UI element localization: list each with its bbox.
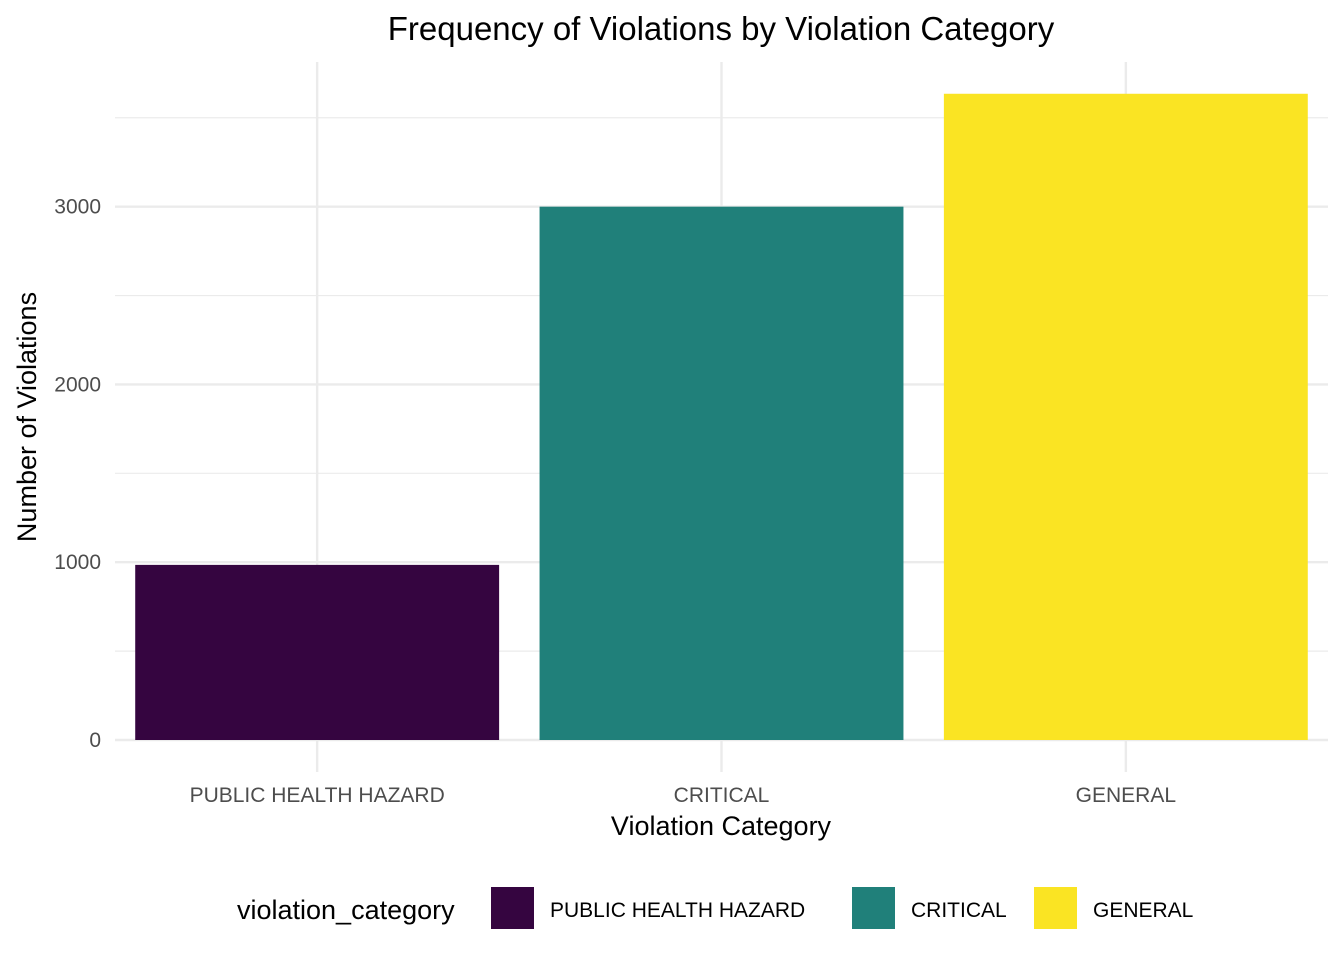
bar <box>539 206 904 740</box>
y-tick-label: 0 <box>89 729 101 752</box>
x-tick-label: PUBLIC HEALTH HAZARD <box>190 784 445 807</box>
legend-label: GENERAL <box>1093 899 1193 922</box>
y-tick-labels: 0 1000 2000 3000 <box>54 196 101 752</box>
y-tick-label: 3000 <box>54 196 101 219</box>
y-tick-label: 2000 <box>54 373 101 396</box>
legend-key <box>852 887 895 929</box>
x-tick-label: CRITICAL <box>674 784 770 807</box>
bar <box>943 93 1308 740</box>
legend-title: violation_category <box>237 895 455 925</box>
legend-label: CRITICAL <box>911 899 1007 922</box>
x-tick-label: GENERAL <box>1076 784 1176 807</box>
legend-label: PUBLIC HEALTH HAZARD <box>550 899 805 922</box>
bar <box>135 564 500 740</box>
y-axis-label: Number of Violations <box>12 292 42 542</box>
y-tick-label: 1000 <box>54 551 101 574</box>
x-axis-label: Violation Category <box>611 811 832 841</box>
chart-title: Frequency of Violations by Violation Cat… <box>388 10 1055 47</box>
x-tick-labels: PUBLIC HEALTH HAZARD CRITICAL GENERAL <box>190 784 1176 807</box>
legend-key <box>491 887 534 929</box>
bars <box>135 93 1308 740</box>
legend-key <box>1034 887 1077 929</box>
legend: violation_category PUBLIC HEALTH HAZARD C… <box>237 887 1193 929</box>
